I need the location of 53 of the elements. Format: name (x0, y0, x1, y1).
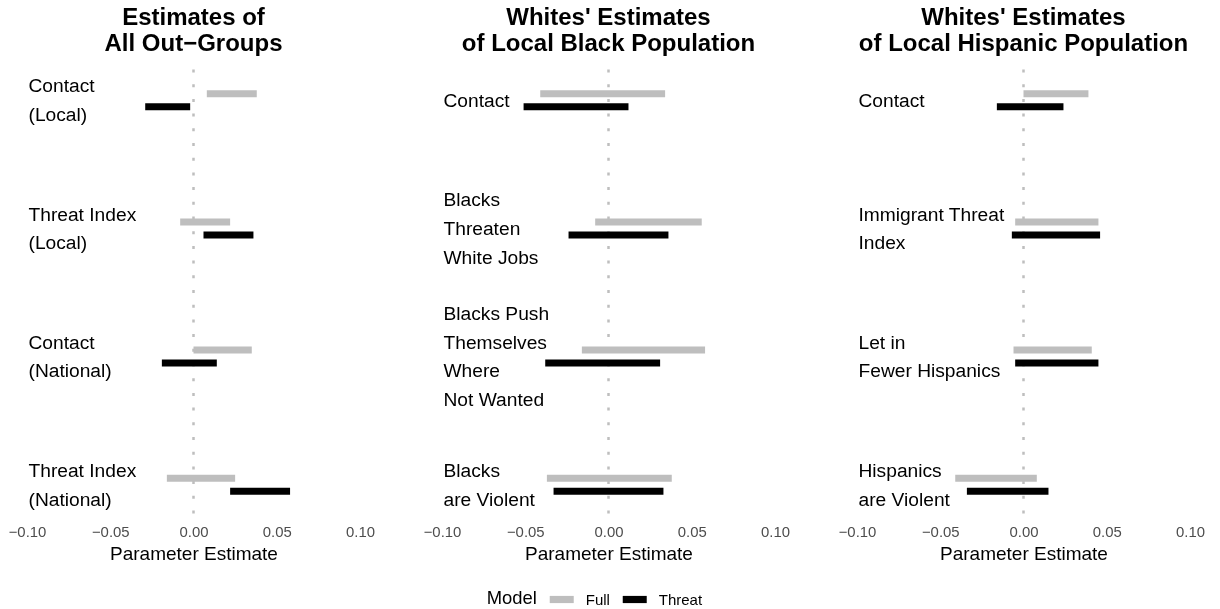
legend-label: Full (585, 590, 610, 608)
y-tick-label: Contact (National) (28, 331, 112, 382)
bar (568, 231, 669, 239)
x-tick-label: −0.05 (506, 524, 545, 540)
bar (1011, 231, 1101, 239)
bar (206, 90, 257, 98)
bar (1013, 346, 1092, 354)
bar (1023, 90, 1089, 98)
bar (996, 103, 1064, 111)
x-tick-label: 0.05 (262, 524, 292, 540)
chart-title: Whites' Estimates of Local Black Population (461, 3, 756, 57)
x-tick-label: 0.10 (346, 524, 375, 540)
x-tick-label: −0.10 (423, 524, 462, 540)
y-tick-label: Let in Fewer Hispanics (858, 331, 1001, 382)
bar (230, 487, 291, 495)
x-tick-label: −0.05 (91, 524, 130, 540)
y-tick-label: Contact (443, 89, 511, 111)
y-tick-label: Threat Index (Local) (28, 203, 137, 254)
y-tick-label: Threat Index (National) (28, 459, 137, 510)
x-axis-title: Parameter Estimate (110, 542, 278, 564)
bar (540, 90, 666, 98)
x-tick-label: −0.10 (838, 524, 877, 540)
chart-title: Whites' Estimates of Local Hispanic Population (858, 3, 1189, 57)
x-tick-label: 0.05 (677, 524, 707, 540)
y-tick-label: Blacks Threaten White Jobs (443, 189, 539, 268)
x-tick-label: −0.05 (921, 524, 960, 540)
x-tick-label: 0.00 (179, 524, 209, 540)
legend-label: Threat (658, 590, 703, 608)
bar (545, 359, 661, 367)
x-tick-label: 0.00 (594, 524, 624, 540)
bar (145, 103, 191, 111)
y-tick-label: Contact (858, 89, 926, 111)
x-tick-label: 0.05 (1092, 524, 1122, 540)
bar (553, 487, 664, 495)
y-tick-label: Immigrant Threat Index (858, 203, 1005, 254)
y-tick-label: Contact (Local) (28, 75, 96, 126)
y-tick-label: Blacks Push Themselves Where Not Wanted (443, 303, 550, 411)
y-tick-label: Hispanics are Violent (858, 459, 951, 510)
chart-title: Estimates of All Out−Groups (104, 3, 283, 57)
bar (966, 487, 1049, 495)
bar (161, 359, 217, 367)
bar (1015, 359, 1099, 367)
legend-title: Model (486, 586, 537, 608)
bar (203, 231, 254, 239)
x-tick-label: −0.10 (8, 524, 47, 540)
x-axis-title: Parameter Estimate (525, 542, 693, 564)
bar (581, 346, 706, 354)
x-tick-label: 0.10 (761, 524, 790, 540)
x-tick-label: 0.10 (1176, 524, 1205, 540)
bar (523, 103, 629, 111)
x-axis-title: Parameter Estimate (940, 542, 1108, 564)
y-tick-label: Blacks are Violent (443, 459, 536, 510)
x-tick-label: 0.00 (1009, 524, 1039, 540)
